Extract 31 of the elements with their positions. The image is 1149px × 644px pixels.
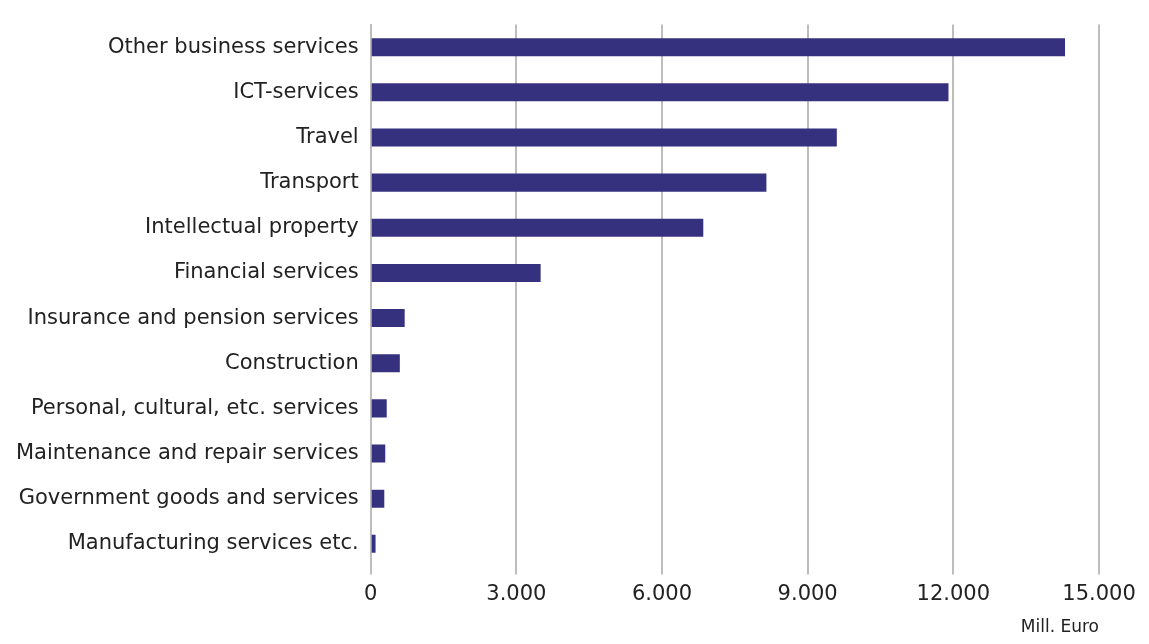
y-tick-label: Insurance and pension services <box>27 304 359 329</box>
x-axis-title: Mill. Euro <box>1020 616 1099 637</box>
bar <box>371 309 405 328</box>
y-tick-label: Personal, cultural, etc. services <box>30 394 359 419</box>
y-tick-label: Manufacturing services etc. <box>67 530 359 555</box>
x-tick-label: 15.000 <box>1062 581 1136 606</box>
bar <box>371 218 704 237</box>
x-tick-label: 0 <box>364 581 378 606</box>
bar <box>371 173 767 192</box>
y-tick-label: Transport <box>259 169 359 194</box>
y-tick-label: Construction <box>224 349 359 374</box>
bar <box>371 38 1066 57</box>
x-tick-label: 9.000 <box>777 581 838 606</box>
bar <box>371 128 837 147</box>
x-tick-label: 3.000 <box>486 581 547 606</box>
y-tick-label: Travel <box>295 123 359 148</box>
y-tick-label: ICT-services <box>233 78 359 103</box>
bar <box>371 399 387 418</box>
x-tick-label: 12.000 <box>916 581 991 606</box>
bar <box>371 263 541 282</box>
y-tick-label: Financial services <box>173 259 359 284</box>
bar <box>371 489 385 508</box>
bar <box>371 83 949 102</box>
x-tick-label: 6.000 <box>631 581 693 606</box>
bar <box>371 354 400 373</box>
bar <box>371 444 386 463</box>
y-tick-label: Government goods and services <box>18 485 359 510</box>
y-tick-label: Other business services <box>108 33 359 58</box>
bar <box>371 534 376 553</box>
y-tick-label: Maintenance and repair services <box>15 439 359 464</box>
y-tick-label: Intellectual property <box>145 214 359 239</box>
